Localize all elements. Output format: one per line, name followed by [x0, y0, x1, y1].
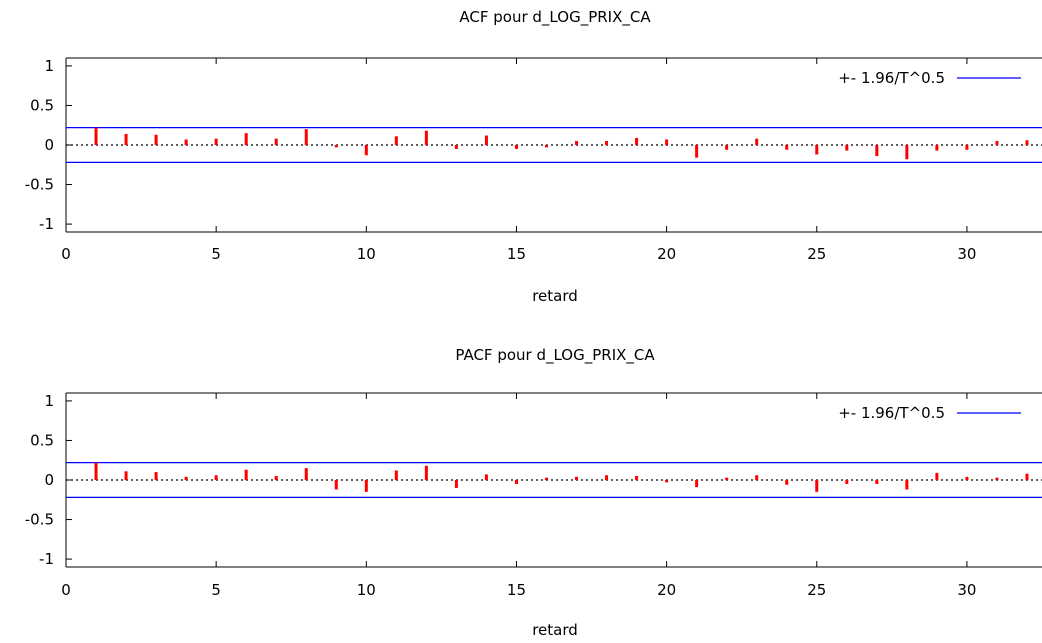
acf-xtick-label: 5	[211, 245, 221, 263]
acf-bar	[184, 139, 188, 145]
pacf-bar	[424, 465, 428, 480]
pacf-bar	[514, 480, 518, 484]
acf-ytick-label: 0	[44, 136, 54, 154]
pacf-bar	[94, 462, 98, 480]
pacf-bar	[965, 476, 969, 480]
acf-bar	[94, 127, 98, 145]
acf-bar	[304, 129, 308, 145]
pacf-bar	[454, 480, 458, 488]
acf-bar	[454, 145, 458, 149]
acf-xtick-label: 10	[357, 245, 376, 263]
pacf-bar	[244, 469, 248, 480]
pacf-bar	[394, 470, 398, 480]
pacf-bar	[214, 475, 218, 480]
pacf-xtick-label: 25	[807, 581, 826, 599]
acf-bar	[935, 145, 939, 151]
pacf-xlabel: retard	[532, 621, 578, 639]
acf-bar	[845, 145, 849, 151]
pacf-bar	[184, 476, 188, 480]
acf-ytick-label: -1	[39, 215, 54, 233]
acf-xtick-label: 0	[61, 245, 71, 263]
pacf-bar	[635, 476, 639, 480]
acf-ytick-label: 0.5	[30, 96, 54, 114]
acf-xtick-label: 15	[507, 245, 526, 263]
acf-xtick-label: 30	[957, 245, 976, 263]
pacf-bar	[875, 480, 879, 484]
pacf-bar	[815, 480, 819, 492]
pacf-title: PACF pour d_LOG_PRIX_CA	[455, 346, 655, 365]
pacf-xtick-label: 30	[957, 581, 976, 599]
acf-bar	[605, 141, 609, 145]
pacf-ytick-label: 0	[44, 471, 54, 489]
pacf-bar	[154, 472, 158, 480]
acf-bar	[875, 145, 879, 157]
pacf-bar	[995, 477, 999, 480]
pacf-bar	[845, 480, 849, 484]
pacf-bar	[484, 474, 488, 480]
acf-bar	[635, 137, 639, 145]
acf-panel: ACF pour d_LOG_PRIX_CA 1 0.5 0 -0.5 -1 0 5 10 15 2…	[25, 8, 1042, 305]
pacf-ytick-label: -0.5	[25, 511, 54, 529]
pacf-xtick-label: 20	[657, 581, 676, 599]
pacf-bar	[935, 472, 939, 480]
acf-bar	[124, 133, 128, 145]
pacf-bar	[575, 476, 579, 480]
acf-ytick-label: -0.5	[25, 176, 54, 194]
pacf-bar	[304, 468, 308, 480]
acf-bar	[154, 134, 158, 145]
pacf-bar	[124, 471, 128, 480]
pacf-bar	[785, 480, 789, 485]
acf-bar	[725, 145, 729, 150]
acf-bar	[394, 136, 398, 145]
acf-bar	[274, 138, 278, 145]
acf-bar	[905, 145, 909, 160]
pacf-legend-label: +- 1.96/T^0.5	[838, 404, 945, 422]
pacf-ytick-label: 1	[44, 392, 54, 410]
acf-bar	[995, 141, 999, 145]
pacf-ytick-label: 0.5	[30, 431, 54, 449]
acf-bar	[695, 145, 699, 158]
acf-bar	[214, 138, 218, 145]
acf-bar	[364, 145, 368, 156]
acf-legend-label: +- 1.96/T^0.5	[838, 69, 945, 87]
pacf-bar	[605, 475, 609, 480]
pacf-bar	[334, 480, 338, 490]
acf-bar	[334, 145, 338, 148]
acf-bar	[785, 145, 789, 150]
pacf-bar	[755, 475, 759, 480]
acf-bar	[575, 141, 579, 145]
acf-bar	[424, 130, 428, 145]
acf-bar	[244, 133, 248, 145]
acf-xtick-label: 20	[657, 245, 676, 263]
acf-bar	[544, 145, 548, 148]
pacf-bar	[274, 476, 278, 480]
acf-bar	[665, 139, 669, 145]
acf-bar	[514, 145, 518, 149]
pacf-bar	[905, 480, 909, 490]
acf-xtick-label: 25	[807, 245, 826, 263]
pacf-panel: PACF pour d_LOG_PRIX_CA 1 0.5 0 -0.5 -1 0 5 10 15…	[25, 346, 1042, 639]
pacf-bar	[544, 477, 548, 480]
acf-ytick-label: 1	[44, 57, 54, 75]
pacf-ytick-label: -1	[39, 550, 54, 568]
pacf-bar	[695, 480, 699, 488]
pacf-xtick-label: 0	[61, 581, 71, 599]
pacf-xtick-label: 5	[211, 581, 221, 599]
acf-bar	[484, 135, 488, 145]
pacf-xtick-label: 15	[507, 581, 526, 599]
acf-title: ACF pour d_LOG_PRIX_CA	[459, 8, 651, 27]
pacf-bar	[1025, 473, 1029, 480]
acf-bar	[1025, 140, 1029, 145]
acf-xlabel: retard	[532, 287, 578, 305]
pacf-xtick-label: 10	[357, 581, 376, 599]
pacf-bar	[364, 480, 368, 492]
acf-bar	[965, 145, 969, 150]
acf-bar	[815, 145, 819, 155]
pacf-bar	[725, 477, 729, 480]
acf-bar	[755, 138, 759, 145]
pacf-bar	[665, 480, 669, 483]
